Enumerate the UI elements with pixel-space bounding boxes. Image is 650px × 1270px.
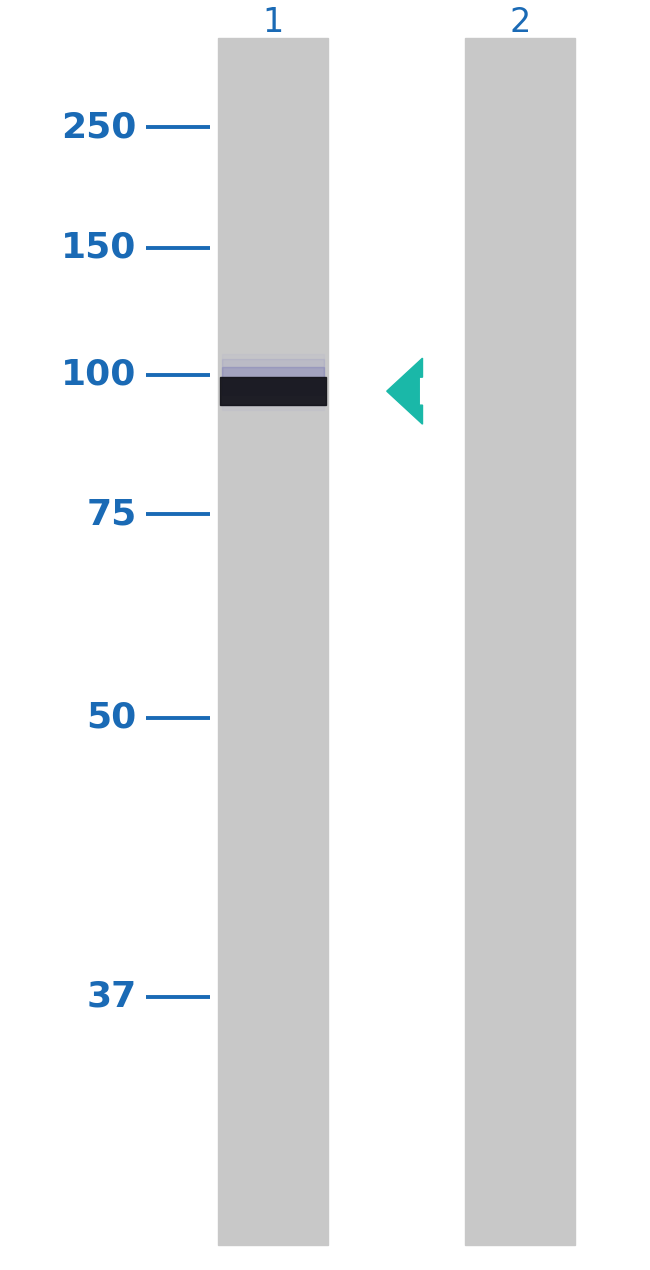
Text: 150: 150 <box>61 231 136 264</box>
Text: 75: 75 <box>86 498 136 531</box>
Bar <box>222 354 324 410</box>
Bar <box>222 359 324 399</box>
Text: 250: 250 <box>61 110 136 144</box>
Text: 37: 37 <box>86 980 136 1013</box>
Bar <box>465 38 575 1245</box>
Bar <box>218 38 328 1245</box>
Text: 2: 2 <box>510 6 530 39</box>
Text: 1: 1 <box>263 6 283 39</box>
Text: 50: 50 <box>86 701 136 734</box>
Bar <box>220 377 326 405</box>
Text: 100: 100 <box>61 358 136 391</box>
Bar <box>222 367 324 395</box>
FancyArrow shape <box>387 358 422 424</box>
